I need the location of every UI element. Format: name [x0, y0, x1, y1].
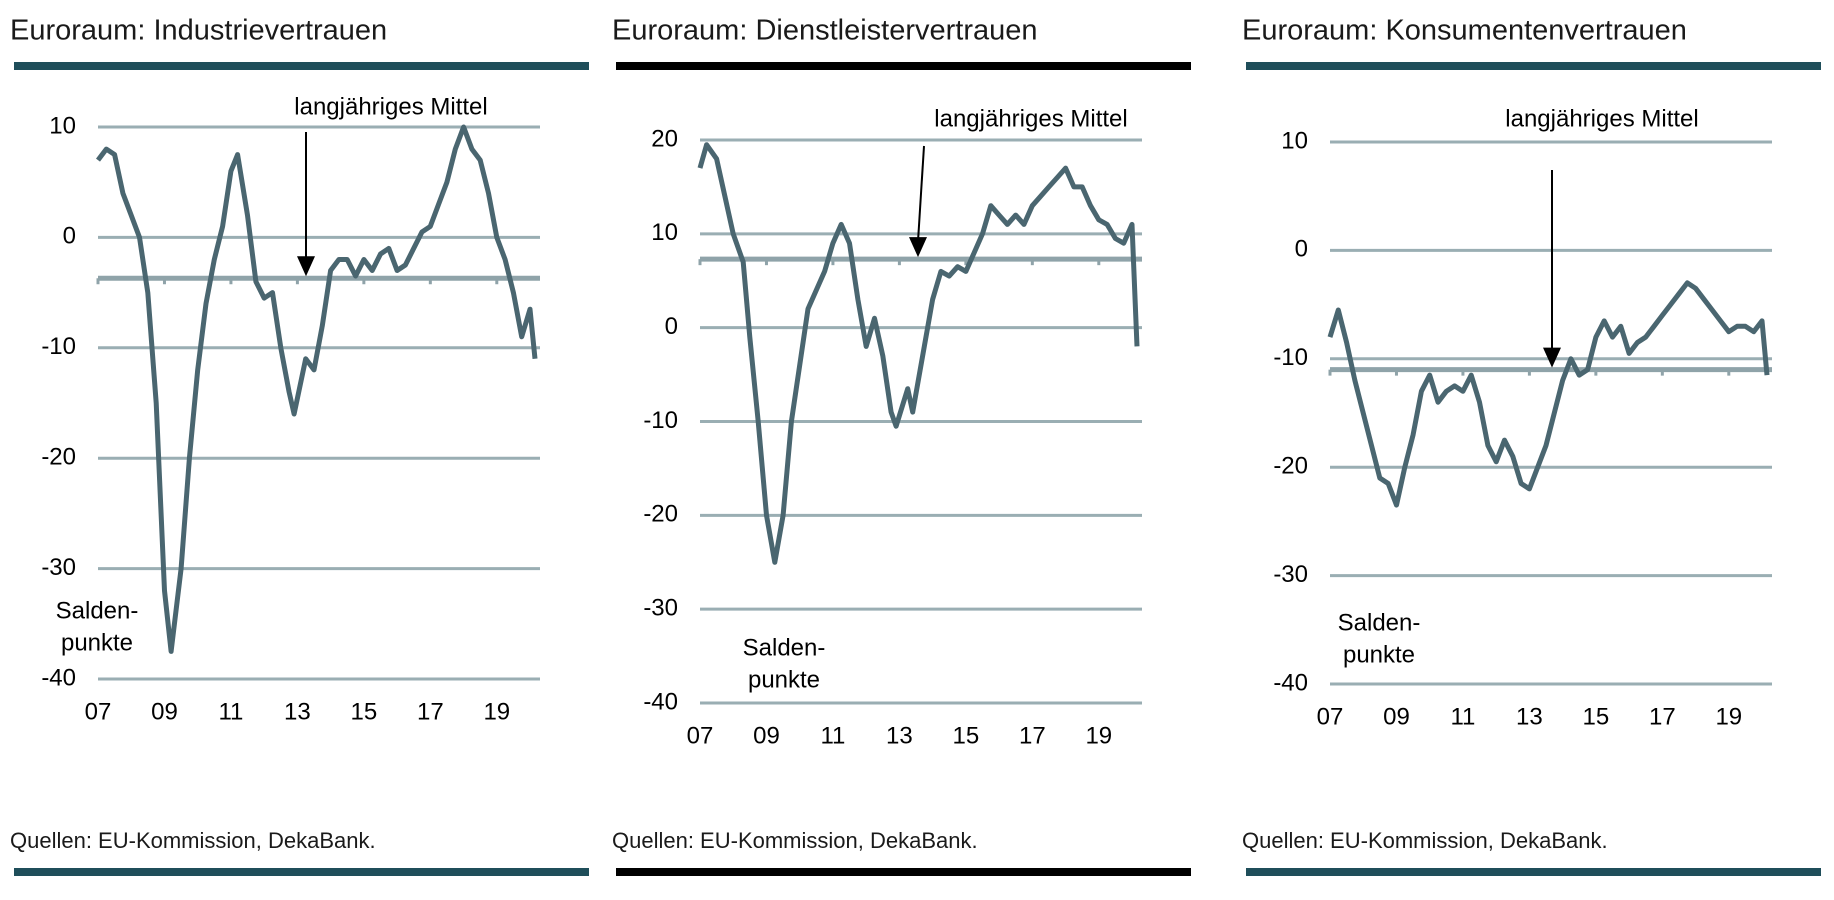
y-tick-label: -30 — [1273, 561, 1308, 588]
y-tick-label: -40 — [41, 664, 76, 691]
y-tick-label: -10 — [41, 333, 76, 360]
unit-label: Salden- — [56, 597, 139, 624]
source: Quellen: EU-Kommission, DekaBank. — [1242, 828, 1608, 853]
y-tick-label: -40 — [643, 688, 678, 715]
data-line — [96, 124, 538, 654]
title-bar — [14, 62, 589, 70]
x-tick-label: 07 — [687, 722, 714, 749]
panel: Euroraum: Dienstleistervertrauen -40 -30 -2… — [612, 15, 1191, 876]
x-tick-label: 17 — [417, 698, 444, 725]
y-tick-label: 0 — [1295, 236, 1308, 263]
x-tick-label: 15 — [1583, 703, 1610, 730]
arrow-head — [1543, 347, 1561, 368]
footer-bar — [1246, 868, 1821, 876]
x-tick-label: 13 — [284, 698, 311, 725]
panel: Euroraum: Industrievertrauen -40 -30 -20 -10… — [10, 15, 589, 876]
unit-label: punkte — [1343, 641, 1415, 668]
y-tick-label: 0 — [63, 223, 76, 250]
y-tick-label: -40 — [1273, 669, 1308, 696]
x-tick-label: 09 — [753, 722, 780, 749]
title-bar — [1246, 62, 1821, 70]
annotation-arrow — [917, 145, 925, 242]
x-tick-label: 07 — [1317, 703, 1344, 730]
footer-bar — [616, 868, 1191, 876]
y-tick-label: 10 — [49, 112, 76, 139]
annotation: langjähriges Mittel — [1505, 105, 1698, 132]
y-tick-label: 10 — [1281, 127, 1308, 154]
y-tick-label: 0 — [665, 313, 678, 340]
source: Quellen: EU-Kommission, DekaBank. — [612, 828, 978, 853]
chart-title: Euroraum: Dienstleistervertrauen — [612, 15, 1038, 47]
unit-label: punkte — [61, 629, 133, 656]
x-tick-label: 09 — [151, 698, 178, 725]
y-tick-label: -30 — [643, 595, 678, 622]
source: Quellen: EU-Kommission, DekaBank. — [10, 828, 376, 853]
arrow-head — [297, 256, 315, 277]
chart-title: Euroraum: Konsumentenvertrauen — [1242, 15, 1687, 47]
x-tick-label: 09 — [1383, 703, 1410, 730]
data-line — [1327, 280, 1770, 508]
x-tick-label: 07 — [85, 698, 112, 725]
y-tick-label: -30 — [41, 554, 76, 581]
x-tick-label: 19 — [1085, 722, 1112, 749]
x-tick-label: 15 — [953, 722, 980, 749]
footer-bar — [14, 868, 589, 876]
chart-title: Euroraum: Industrievertrauen — [10, 15, 387, 47]
x-tick-label: 19 — [483, 698, 510, 725]
x-tick-label: 19 — [1715, 703, 1742, 730]
arrow-head — [909, 237, 927, 258]
panel: Euroraum: Konsumentenvertrauen -40 -30 -20 -… — [1242, 15, 1821, 876]
y-tick-label: -10 — [1273, 344, 1308, 371]
unit-label: Salden- — [743, 634, 826, 661]
y-tick-label: 10 — [651, 219, 678, 246]
annotation: langjähriges Mittel — [294, 93, 487, 120]
x-tick-label: 17 — [1649, 703, 1676, 730]
title-bar — [616, 62, 1191, 70]
x-tick-label: 13 — [886, 722, 913, 749]
x-tick-label: 13 — [1516, 703, 1543, 730]
y-tick-label: -20 — [1273, 453, 1308, 480]
unit-label: Salden- — [1338, 609, 1421, 636]
y-tick-label: -10 — [643, 407, 678, 434]
unit-label: punkte — [748, 666, 820, 693]
y-tick-label: -20 — [41, 444, 76, 471]
annotation: langjähriges Mittel — [934, 105, 1127, 132]
x-tick-label: 17 — [1019, 722, 1046, 749]
x-tick-label: 15 — [351, 698, 378, 725]
x-tick-label: 11 — [820, 722, 845, 749]
y-tick-label: -20 — [643, 501, 678, 528]
data-line — [697, 142, 1140, 565]
x-tick-label: 11 — [1450, 703, 1475, 730]
y-tick-label: 20 — [651, 125, 678, 152]
x-tick-label: 11 — [218, 698, 243, 725]
